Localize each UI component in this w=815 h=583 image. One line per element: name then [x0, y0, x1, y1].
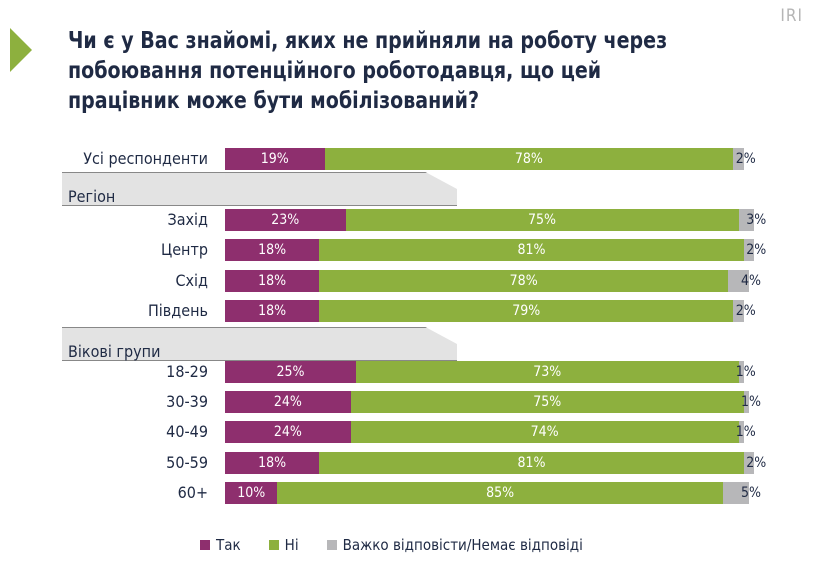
- bar-segment: [743, 391, 749, 413]
- data-label: 1%: [735, 424, 756, 440]
- bar-segment: [350, 391, 744, 413]
- data-label: 85%: [486, 485, 515, 501]
- data-label: 23%: [271, 212, 300, 228]
- category-label: 30-39: [166, 392, 208, 411]
- bar-segment: [225, 239, 320, 261]
- bar-segment: [225, 391, 351, 413]
- legend-label: Так: [216, 536, 241, 554]
- bar-segment: [319, 270, 729, 292]
- bar-segment: [743, 452, 755, 474]
- data-label: 75%: [528, 212, 557, 228]
- chart-title: Чи є у Вас знайомі, яких не прийняли на …: [68, 28, 668, 114]
- legend: Так Ні Важко відповісти/Немає відповіді: [200, 536, 583, 554]
- legend-swatch: [268, 540, 279, 550]
- bar-segment: [722, 482, 749, 504]
- bar-segment: [345, 209, 739, 231]
- data-label: 18%: [258, 303, 287, 319]
- data-label: 1%: [735, 364, 756, 380]
- category-label: Південь: [147, 301, 208, 320]
- bar-segment: [225, 421, 351, 443]
- data-label: 19%: [260, 151, 289, 167]
- bar-segment: [733, 300, 744, 322]
- bar-segment: [225, 148, 325, 170]
- data-label: 79%: [512, 303, 541, 319]
- data-label: 78%: [509, 273, 538, 289]
- bar-segment: [743, 239, 755, 261]
- data-label: 73%: [533, 364, 562, 380]
- category-label: 40-49: [166, 422, 208, 441]
- data-label: 81%: [517, 242, 546, 258]
- data-label: 24%: [273, 424, 302, 440]
- data-label: 2%: [746, 242, 767, 258]
- bar-segment: [738, 361, 744, 383]
- data-label: 78%: [514, 151, 543, 167]
- bar-segment: [324, 148, 734, 170]
- data-label: 3%: [746, 212, 767, 228]
- bar-segment: [738, 209, 755, 231]
- category-label: Центр: [161, 240, 208, 259]
- legend-label: Ні: [284, 536, 299, 554]
- category-label: Схід: [175, 271, 208, 290]
- data-label: 5%: [741, 485, 761, 501]
- arrow-icon: [10, 28, 32, 72]
- data-label: 1%: [741, 394, 761, 410]
- data-label: 18%: [258, 273, 287, 289]
- category-label: 60+: [177, 483, 208, 502]
- data-label: 81%: [517, 455, 546, 471]
- category-label: Захід: [167, 210, 208, 229]
- bar-segment: [225, 361, 356, 383]
- legend-item: Так: [200, 536, 241, 554]
- bar-segment: [356, 361, 739, 383]
- bar-segment: [728, 270, 749, 292]
- bar-segment: [225, 482, 278, 504]
- group-header-region: Регіон: [62, 172, 457, 206]
- data-label: 2%: [746, 455, 767, 471]
- category-label: 50-59: [166, 453, 208, 472]
- data-label: 2%: [735, 303, 756, 319]
- data-label: 2%: [735, 151, 756, 167]
- iri-logo: IRI: [780, 6, 803, 26]
- bar-segment: [319, 300, 734, 322]
- group-header-age: Вікові групи: [62, 327, 457, 361]
- data-label: 74%: [530, 424, 559, 440]
- data-label: 18%: [258, 242, 287, 258]
- data-label: 18%: [258, 455, 287, 471]
- bar-segment: [319, 239, 744, 261]
- data-label: 25%: [276, 364, 305, 380]
- bar-segment: [738, 421, 744, 443]
- legend-label: Важко відповісти/Немає відповіді: [342, 536, 583, 554]
- bar-segment: [225, 300, 320, 322]
- bar-segment: [225, 209, 346, 231]
- bar-segment: [225, 452, 320, 474]
- bar-segment: [350, 421, 739, 443]
- legend-item: Важко відповісти/Немає відповіді: [326, 536, 583, 554]
- legend-item: Ні: [268, 536, 299, 554]
- bar-segment: [277, 482, 723, 504]
- category-label: 18-29: [166, 362, 208, 381]
- legend-swatch: [326, 540, 337, 550]
- legend-swatch: [200, 540, 210, 550]
- bar-segment: [733, 148, 744, 170]
- data-label: 75%: [533, 394, 562, 410]
- data-label: 4%: [741, 273, 761, 289]
- bar-segment: [319, 452, 744, 474]
- data-label: 10%: [237, 485, 266, 501]
- data-label: 24%: [273, 394, 302, 410]
- bar-segment: [225, 270, 320, 292]
- category-label: Усі респонденти: [83, 149, 208, 168]
